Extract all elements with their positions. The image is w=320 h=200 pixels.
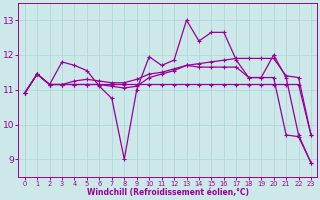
X-axis label: Windchill (Refroidissement éolien,°C): Windchill (Refroidissement éolien,°C) [87, 188, 249, 197]
